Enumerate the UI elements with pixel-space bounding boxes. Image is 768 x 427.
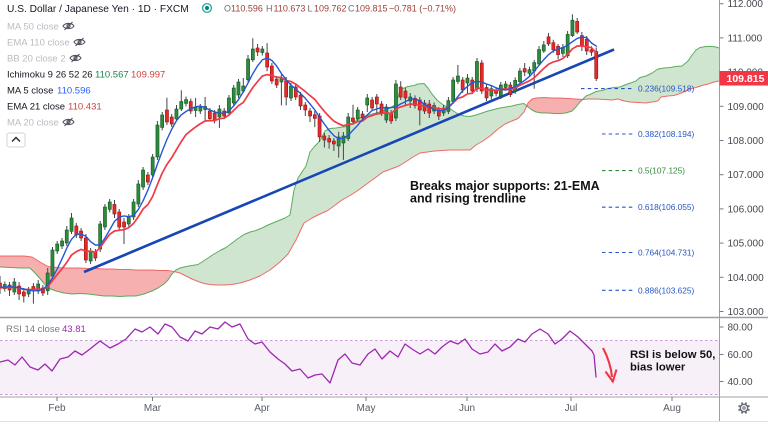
svg-text:103.000: 103.000	[728, 307, 765, 318]
svg-text:RSI is below 50,: RSI is below 50,	[630, 349, 715, 361]
svg-text:110.596: 110.596	[231, 4, 263, 14]
svg-text:Ichimoku 9 26 52 26: Ichimoku 9 26 52 26	[7, 70, 93, 81]
svg-text:bias lower: bias lower	[630, 362, 686, 374]
svg-text:C: C	[348, 4, 355, 14]
svg-text:40.00: 40.00	[728, 377, 753, 388]
svg-text:0.618(106.055): 0.618(106.055)	[638, 202, 695, 212]
svg-text:Jul: Jul	[565, 403, 578, 414]
svg-text:O: O	[224, 4, 231, 14]
svg-text:MA 50 close: MA 50 close	[7, 22, 59, 33]
svg-text:H: H	[266, 4, 273, 14]
svg-text:109.815: 109.815	[727, 73, 765, 85]
svg-text:110.673: 110.673	[274, 4, 306, 14]
svg-text:60.00: 60.00	[728, 350, 753, 361]
svg-text:Aug: Aug	[663, 403, 681, 414]
svg-text:−0.781 (−0.71%): −0.781 (−0.71%)	[389, 4, 456, 14]
svg-text:Apr: Apr	[254, 403, 270, 414]
svg-text:Jun: Jun	[459, 403, 475, 414]
svg-text:0.5(107.125): 0.5(107.125)	[638, 166, 685, 176]
svg-text:EMA 21 close: EMA 21 close	[7, 102, 65, 113]
svg-text:108.000: 108.000	[728, 136, 765, 147]
svg-text:80.00: 80.00	[728, 323, 753, 334]
svg-text:109.997: 109.997	[131, 70, 165, 81]
svg-text:110.596: 110.596	[57, 86, 91, 97]
svg-text:106.000: 106.000	[728, 204, 765, 215]
svg-text:112.000: 112.000	[728, 0, 764, 10]
svg-text:105.000: 105.000	[728, 239, 765, 250]
svg-text:May: May	[357, 403, 376, 414]
svg-text:L: L	[308, 4, 313, 14]
svg-text:43.81: 43.81	[62, 324, 86, 335]
svg-text:109.815: 109.815	[355, 4, 388, 14]
svg-text:and rising trendline: and rising trendline	[410, 192, 526, 206]
svg-text:EMA 110 close: EMA 110 close	[7, 38, 70, 49]
svg-text:U.S. Dollar / Japanese Yen · 1: U.S. Dollar / Japanese Yen · 1D · FXCM	[7, 4, 189, 15]
svg-text:Mar: Mar	[144, 403, 162, 414]
svg-text:MA 20 close: MA 20 close	[7, 118, 59, 129]
svg-text:109.762: 109.762	[314, 4, 347, 14]
svg-text:Feb: Feb	[48, 403, 66, 414]
svg-text:MA 5 close: MA 5 close	[7, 86, 53, 97]
svg-text:110.431: 110.431	[68, 102, 102, 113]
svg-text:104.000: 104.000	[728, 273, 765, 284]
svg-text:0.764(104.731): 0.764(104.731)	[638, 248, 695, 258]
svg-text:109.000: 109.000	[728, 102, 765, 113]
svg-text:111.000: 111.000	[728, 33, 763, 44]
svg-text:0.382(108.194): 0.382(108.194)	[638, 129, 695, 139]
svg-text:107.000: 107.000	[728, 170, 765, 181]
svg-text:0.236(109.518): 0.236(109.518)	[638, 84, 695, 94]
svg-text:BB 20 close 2: BB 20 close 2	[7, 54, 66, 65]
svg-text:110.567: 110.567	[95, 70, 129, 81]
svg-text:RSI 14 close: RSI 14 close	[6, 324, 60, 335]
svg-text:0.886(103.625): 0.886(103.625)	[638, 285, 695, 295]
